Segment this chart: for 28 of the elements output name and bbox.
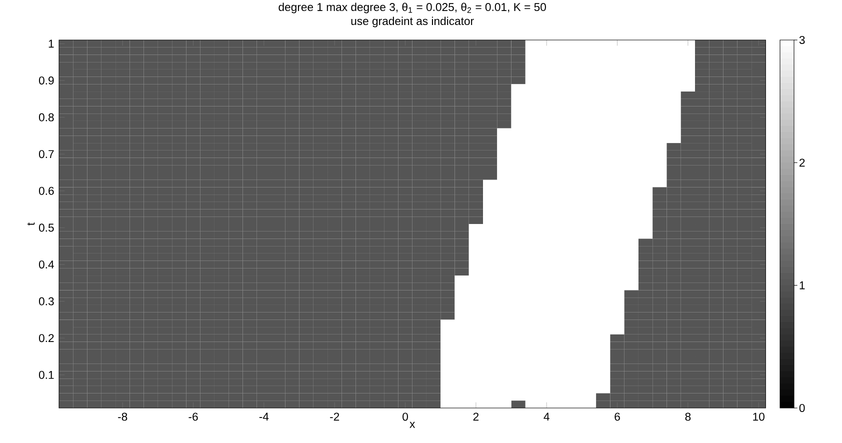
y-tick-label: 0.5 bbox=[38, 224, 54, 232]
chart-subtitle: use gradeint as indicator bbox=[351, 16, 474, 28]
x-tick-label: -4 bbox=[259, 412, 269, 421]
y-tick-label: 0.6 bbox=[38, 186, 54, 195]
y-tick-label: 0.4 bbox=[38, 260, 54, 268]
color-bar-label: 0 bbox=[799, 404, 805, 412]
x-tick-label: 4 bbox=[544, 412, 550, 421]
y-tick-label: 0.8 bbox=[38, 113, 54, 122]
y-tick-label: 0.1 bbox=[38, 370, 54, 379]
chart-title: degree 1 max degree 3, θ$_{1}$ = 0.025, θ$_{2}$ = 0.01, K = 50 bbox=[278, 2, 546, 14]
y-tick-label: 0.2 bbox=[38, 334, 54, 342]
y-tick-label: 0.9 bbox=[38, 76, 54, 84]
x-tick-label: 10 bbox=[753, 412, 764, 421]
x-tick-label: -2 bbox=[330, 412, 340, 421]
y-tick-label: 0.3 bbox=[38, 297, 54, 306]
color-bar-label: 1 bbox=[800, 281, 805, 290]
x-tick-label: 2 bbox=[473, 412, 479, 421]
x-tick-label: -6 bbox=[188, 412, 198, 421]
y-tick-label: 1 bbox=[48, 40, 54, 48]
color-bar-label: 3 bbox=[799, 36, 805, 44]
x-tick-label: 0 bbox=[402, 412, 408, 421]
x-axis-title: x bbox=[410, 422, 416, 428]
x-tick-label: 8 bbox=[685, 412, 691, 421]
x-tick-label: -8 bbox=[118, 412, 128, 421]
y-axis-title: t bbox=[27, 222, 35, 226]
color-bar-label: 2 bbox=[800, 158, 805, 167]
y-tick-label: 0.7 bbox=[38, 150, 54, 158]
x-tick-label: 6 bbox=[614, 412, 620, 421]
